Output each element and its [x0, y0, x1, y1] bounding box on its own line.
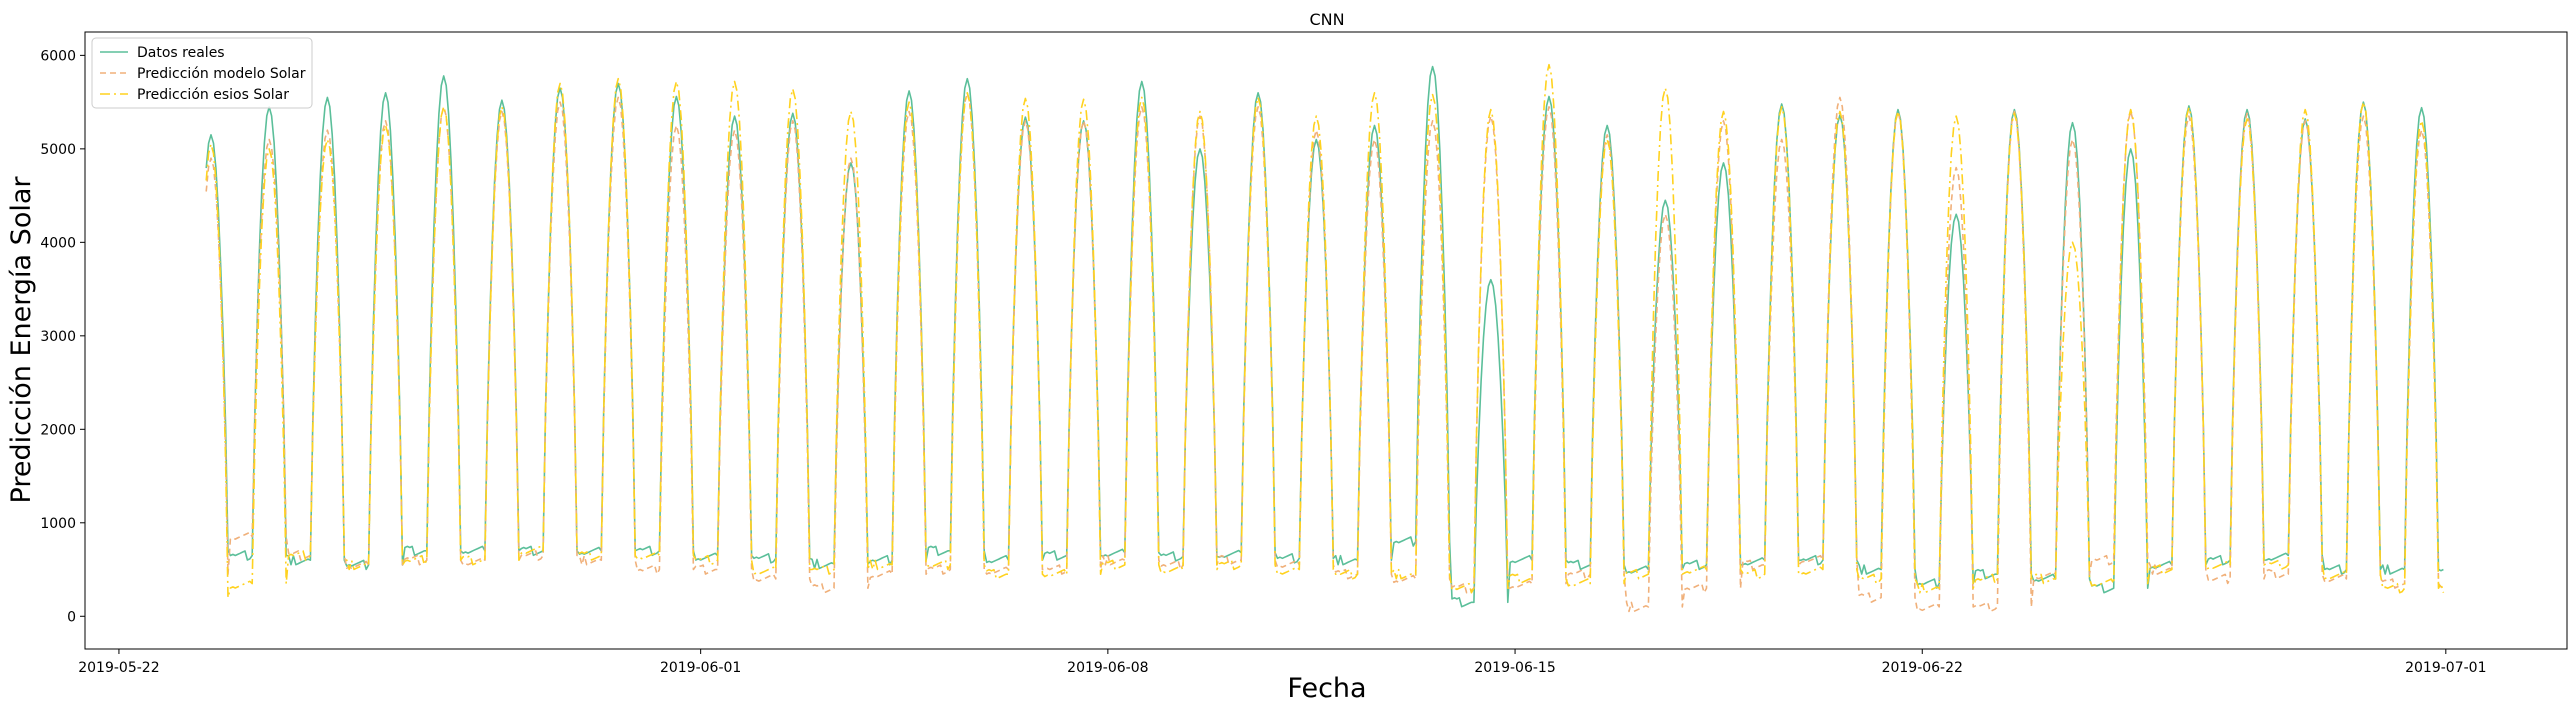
y-tick-label: 2000: [40, 422, 76, 438]
x-tick-label: 2019-06-15: [1474, 660, 1555, 676]
x-tick-label: 2019-06-08: [1067, 660, 1148, 676]
y-tick-label: 1000: [40, 516, 76, 532]
y-tick-label: 3000: [40, 329, 76, 345]
plot-frame: [84, 31, 2568, 650]
x-axis: 2019-05-22 2019-06-01 2019-06-08 2019-06-15…: [78, 649, 2486, 676]
y-axis-label: Predicción Energía Solar: [6, 176, 37, 504]
legend-label: Datos reales: [137, 45, 225, 61]
legend-label: Predicción modelo Solar: [137, 66, 306, 82]
x-tick-label: 2019-07-01: [2405, 660, 2486, 676]
legend-frame: [91, 37, 313, 109]
x-tick-label: 2019-05-22: [78, 660, 159, 676]
chart-title: CNN: [1309, 10, 1344, 29]
y-tick-label: 5000: [40, 142, 76, 158]
y-tick-label: 4000: [40, 235, 76, 251]
x-tick-label: 2019-06-22: [1882, 660, 1963, 676]
legend-label: Predicción esios Solar: [137, 87, 289, 103]
series-layer: [205, 63, 2445, 613]
x-axis-label: Fecha: [1287, 673, 1366, 704]
y-tick-label: 0: [67, 609, 76, 625]
y-axis: 0 1000 2000 3000 4000 5000 6000: [40, 48, 85, 625]
y-tick-label: 6000: [40, 48, 76, 64]
series-line-3: [205, 63, 2445, 599]
x-tick-label: 2019-06-01: [660, 660, 741, 676]
legend-items: Datos reales Predicción modelo Solar Predi…: [100, 45, 306, 103]
legend: Datos reales Predicción modelo Solar Predi…: [91, 37, 313, 109]
